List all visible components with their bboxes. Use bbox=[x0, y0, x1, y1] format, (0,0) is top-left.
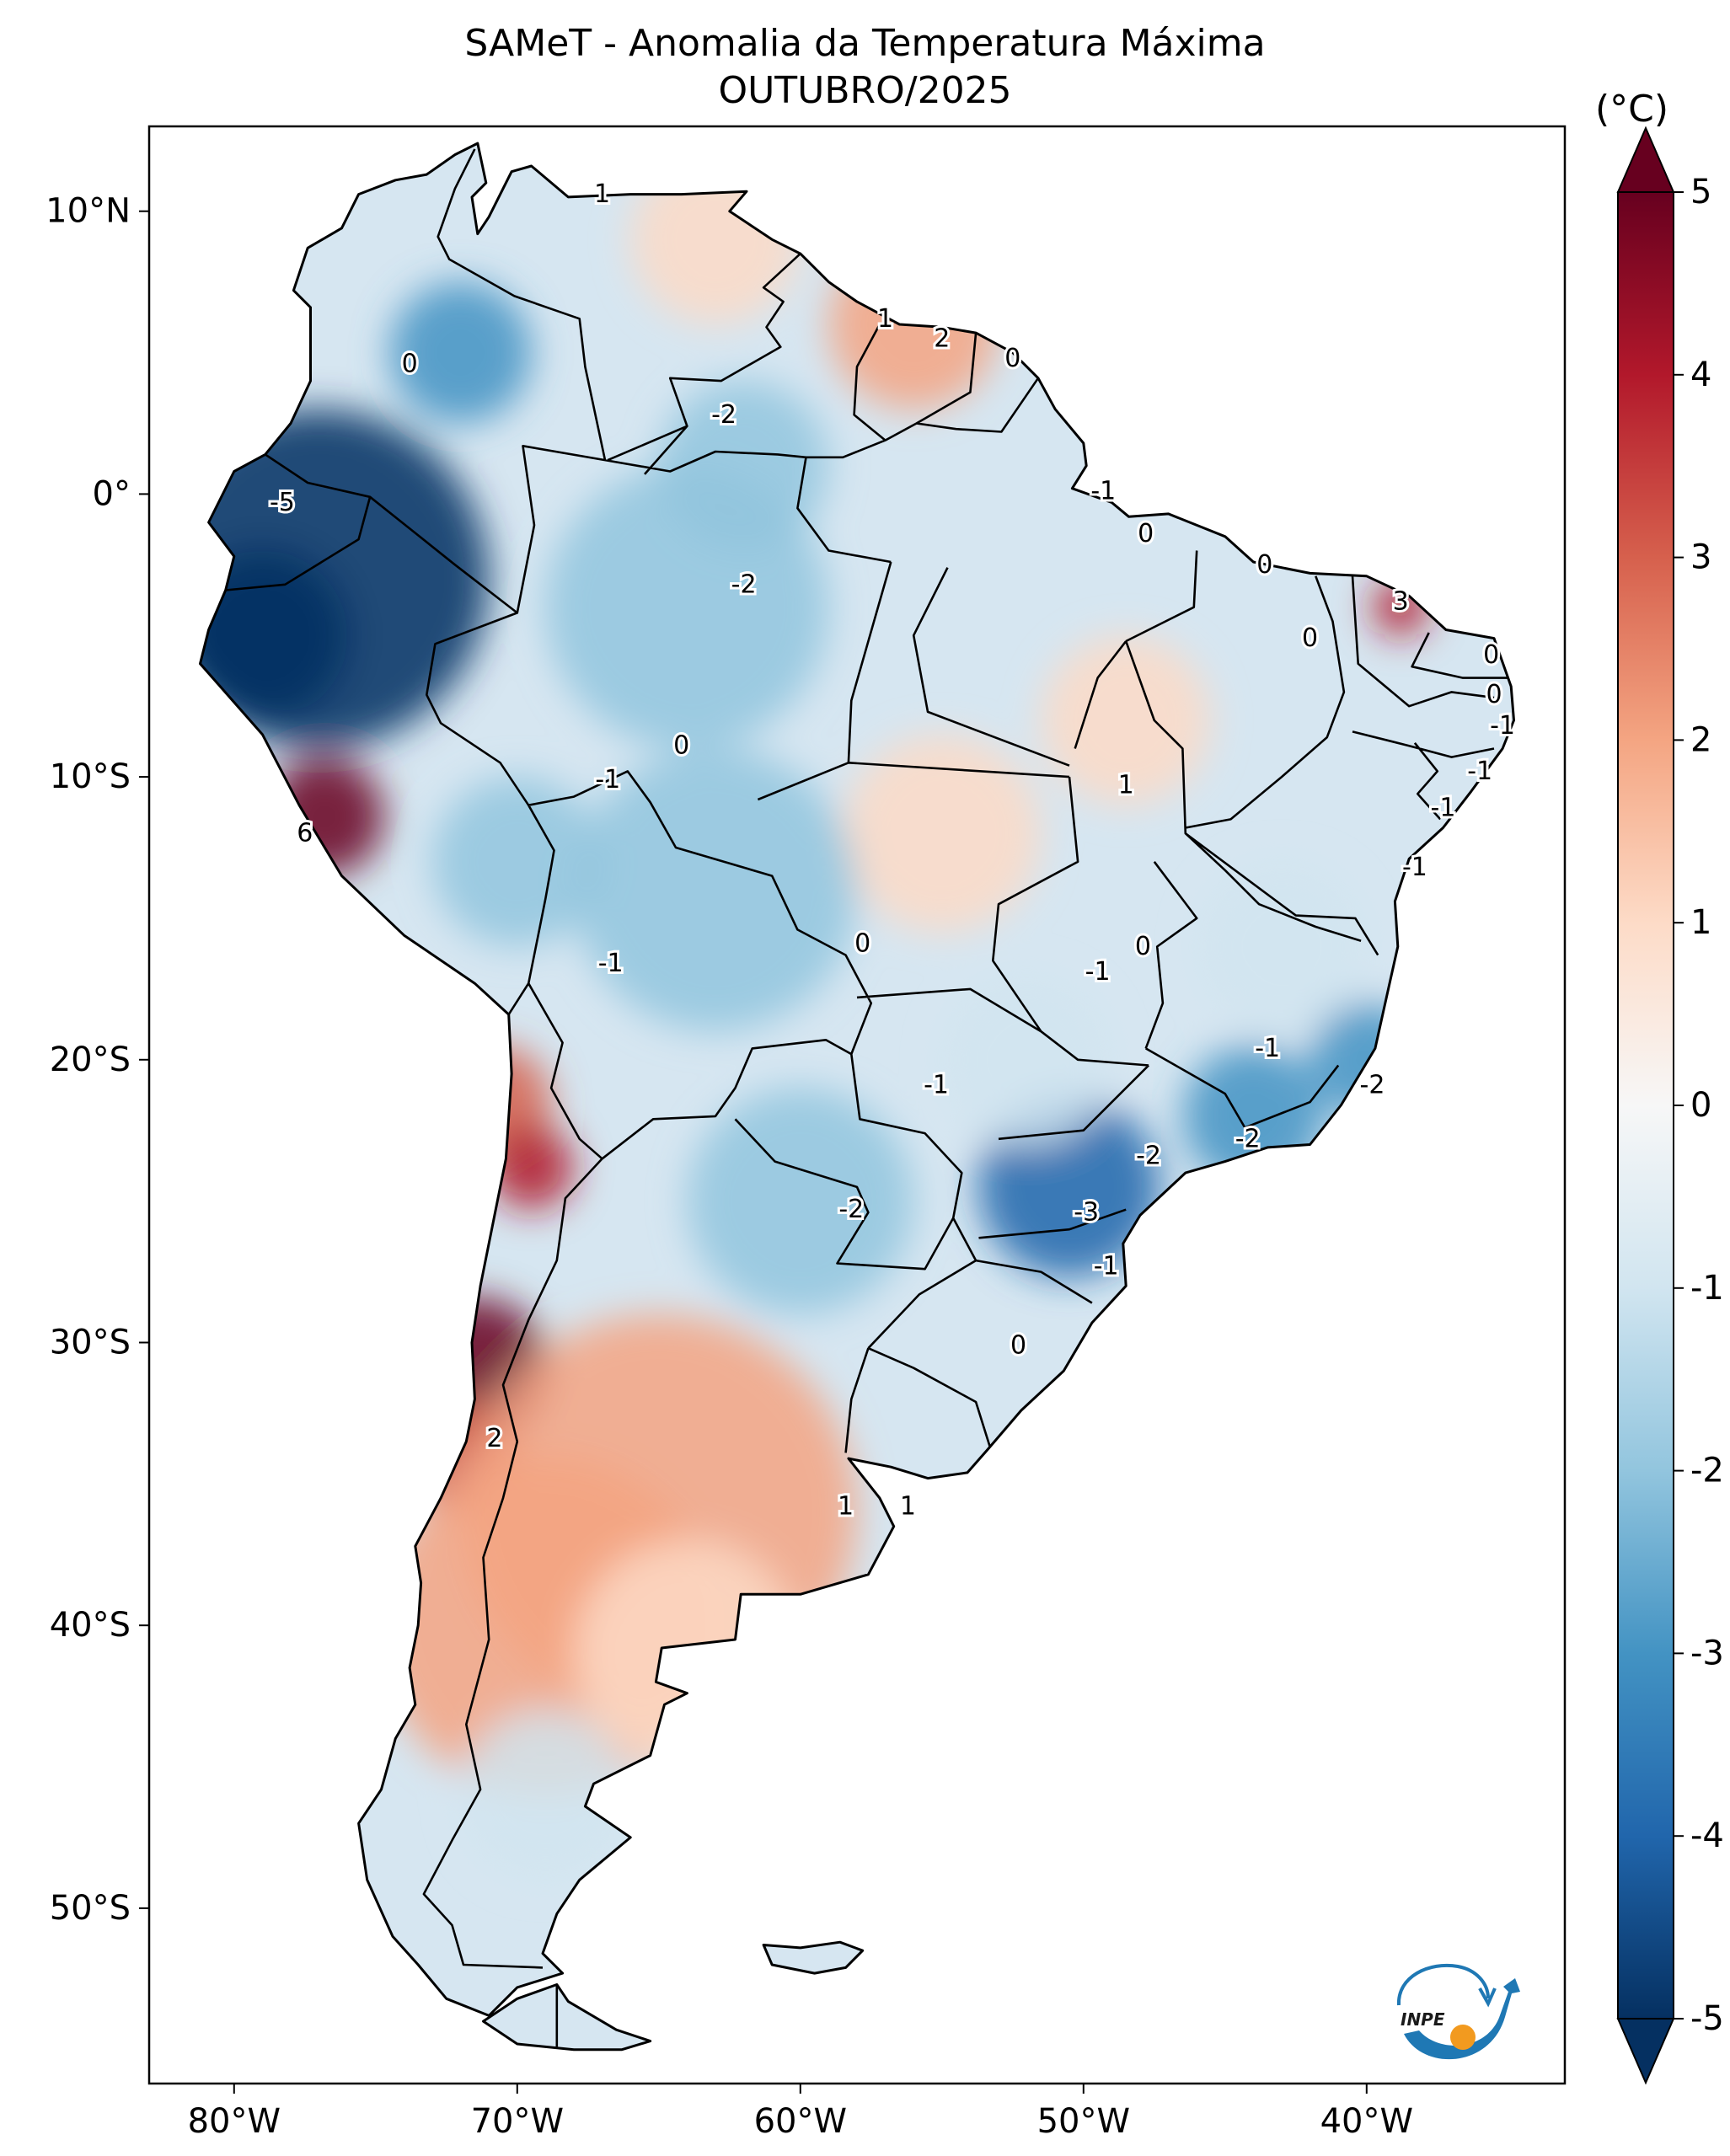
contour-label: 0 bbox=[1256, 550, 1272, 580]
map-title: SAMeT - Anomalia da Temperatura Máxima bbox=[464, 22, 1266, 65]
colorbar-tick-label: 1 bbox=[1690, 903, 1711, 942]
colorbar: 5 4 3 2 1 0 -1 -2 -3 -4 -5 bbox=[1616, 126, 1724, 2085]
contour-label: 3 bbox=[1393, 586, 1409, 616]
contour-label: 0 bbox=[1486, 680, 1502, 709]
lat-tick-label: 40°S bbox=[50, 1606, 131, 1645]
contour-label: 1 bbox=[838, 1492, 854, 1522]
contour-label: 1 bbox=[594, 179, 610, 209]
anomaly-blob bbox=[574, 748, 857, 1032]
contour-label: 1 bbox=[877, 304, 893, 334]
contour-label: -1 bbox=[1402, 853, 1427, 882]
anomaly-blob bbox=[1182, 1045, 1325, 1187]
lon-tick-label: 60°W bbox=[754, 2102, 847, 2141]
colorbar-tick-label: -2 bbox=[1690, 1452, 1724, 1490]
contour-label: 6 bbox=[297, 819, 313, 848]
map-frame bbox=[147, 125, 1567, 2085]
anomaly-blob bbox=[941, 974, 1112, 1145]
contour-label: -2 bbox=[711, 400, 736, 430]
country-borders bbox=[225, 148, 1508, 2047]
contour-label: -1 bbox=[924, 1071, 949, 1100]
contour-label: -1 bbox=[1085, 957, 1111, 987]
anomaly-blob bbox=[1041, 635, 1211, 805]
contour-label: -1 bbox=[598, 949, 624, 978]
lon-tick-label: 40°W bbox=[1320, 2102, 1413, 2141]
colorbar-tick-label: -1 bbox=[1690, 1269, 1724, 1308]
contour-label: 1 bbox=[900, 1492, 916, 1522]
contour-label: -2 bbox=[1136, 1141, 1161, 1170]
anomaly-blob bbox=[489, 1124, 574, 1210]
contour-label: -1 bbox=[1255, 1034, 1280, 1063]
contour-label: -2 bbox=[731, 570, 757, 599]
lat-tick-label: 50°S bbox=[50, 1889, 131, 1928]
contour-label: -2 bbox=[1360, 1071, 1385, 1100]
colorbar-tick-label: -3 bbox=[1690, 1634, 1724, 1672]
colorbar-tick-label: 5 bbox=[1690, 173, 1711, 211]
colorbar-unit: (°C) bbox=[1595, 88, 1669, 131]
coastline bbox=[199, 142, 1515, 2052]
logo-orbit-arrow bbox=[1478, 1987, 1497, 2008]
logo-sun bbox=[1450, 2025, 1476, 2050]
contour-label: -1 bbox=[1090, 477, 1116, 506]
logo-text: INPE bbox=[1401, 2009, 1445, 2030]
anomaly-blob bbox=[545, 465, 829, 749]
anomaly-blob bbox=[389, 281, 532, 424]
lon-tick-label: 80°W bbox=[188, 2102, 281, 2141]
contour-label: 2 bbox=[934, 324, 950, 353]
colorbar-ticks: 5 4 3 2 1 0 -1 -2 -3 -4 -5 bbox=[1674, 173, 1724, 2038]
lat-tick-label: 10°N bbox=[46, 192, 131, 231]
contour-label: -1 bbox=[1431, 794, 1456, 823]
anomaly-blobs bbox=[200, 154, 1429, 1880]
contour-label: 0 bbox=[854, 929, 870, 959]
contour-label: 0 bbox=[1138, 519, 1154, 548]
anomaly-blob bbox=[1197, 861, 1367, 1032]
inpe-logo: INPE bbox=[1396, 1963, 1520, 2060]
lon-tick-label: 50°W bbox=[1037, 2102, 1130, 2141]
longitude-axis: 80°W 70°W 60°W 50°W 40°W bbox=[188, 2084, 1413, 2141]
contour-label: -3 bbox=[1074, 1198, 1099, 1228]
lon-tick-label: 70°W bbox=[471, 2102, 564, 2141]
contour-label: -1 bbox=[1467, 757, 1492, 786]
anomaly-blob bbox=[630, 154, 801, 325]
contour-label: -2 bbox=[838, 1195, 864, 1224]
contour-label: -1 bbox=[595, 765, 620, 794]
colorbar-tick-label: 4 bbox=[1690, 356, 1711, 394]
anomaly-blob bbox=[432, 777, 603, 947]
contour-label: -1 bbox=[1094, 1251, 1119, 1281]
colorbar-min-extend bbox=[1616, 2018, 1675, 2085]
colorbar-max-extend bbox=[1616, 126, 1675, 193]
contour-label: 0 bbox=[673, 731, 689, 761]
contour-label: 0 bbox=[1135, 932, 1151, 961]
anomaly-blob bbox=[574, 1540, 801, 1768]
logo-orbit bbox=[1396, 1963, 1490, 2006]
lat-tick-label: 0° bbox=[93, 474, 131, 513]
lat-tick-label: 10°S bbox=[50, 757, 131, 796]
contour-label: 0 bbox=[1483, 640, 1499, 670]
logo-swoosh bbox=[1404, 1978, 1520, 2060]
colorbar-ramp bbox=[1617, 191, 1674, 2020]
contour-label: 0 bbox=[1004, 344, 1020, 373]
contour-label: 0 bbox=[1010, 1330, 1026, 1360]
colorbar-tick-label: 0 bbox=[1690, 1086, 1711, 1125]
colorbar-tick-label: -4 bbox=[1690, 1816, 1724, 1855]
colorbar-tick-label: 3 bbox=[1690, 538, 1711, 577]
contour-label: 0 bbox=[1302, 623, 1318, 653]
colorbar-tick-label: -5 bbox=[1690, 1999, 1724, 2038]
contour-label: -5 bbox=[270, 488, 295, 517]
anomaly-blob bbox=[687, 1088, 914, 1315]
contour-label: 2 bbox=[486, 1424, 502, 1453]
contour-label: 0 bbox=[402, 349, 418, 378]
lat-tick-label: 30°S bbox=[50, 1323, 131, 1362]
anomaly-blob bbox=[460, 1709, 631, 1880]
colorbar-tick-label: 2 bbox=[1690, 720, 1711, 759]
lat-tick-label: 20°S bbox=[50, 1041, 131, 1079]
latitude-axis: 10°N 0° 10°S 20°S 30°S 40°S 50°S bbox=[46, 192, 149, 1928]
contour-label: -1 bbox=[1490, 711, 1515, 741]
contour-label: 1 bbox=[1118, 771, 1134, 800]
anomaly-blob bbox=[843, 734, 1042, 933]
map-subtitle: OUTUBRO/2025 bbox=[718, 69, 1012, 112]
contour-label: -2 bbox=[1235, 1124, 1261, 1153]
anomaly-blob bbox=[200, 550, 348, 721]
